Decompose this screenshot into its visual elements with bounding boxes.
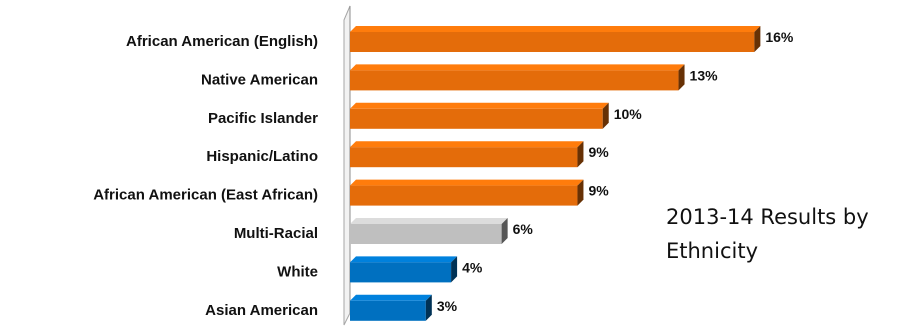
bar-top-face xyxy=(350,64,685,71)
bars-layer xyxy=(350,26,761,321)
category-label: Hispanic/Latino xyxy=(206,148,318,165)
value-label: 4% xyxy=(462,259,483,275)
bar-end-face xyxy=(577,141,584,168)
category-label: Native American xyxy=(201,71,318,88)
value-label: 6% xyxy=(513,221,534,237)
bar xyxy=(350,64,685,91)
value-label: 3% xyxy=(437,298,458,314)
category-label: Multi-Racial xyxy=(234,225,318,242)
bar-end-face xyxy=(451,256,458,283)
bar-front-face xyxy=(350,32,755,52)
bar-end-face xyxy=(425,294,432,321)
bar-front-face xyxy=(350,108,603,129)
labels-layer: African American (English) 16% Native Amer… xyxy=(93,29,794,319)
category-label: Asian American xyxy=(205,302,318,319)
value-label: 9% xyxy=(588,183,609,199)
bar-front-face xyxy=(350,262,452,283)
bar-top-face xyxy=(350,26,761,32)
value-label: 9% xyxy=(588,144,609,160)
bar-front-face xyxy=(350,185,578,206)
bar xyxy=(350,256,458,283)
bar xyxy=(350,102,609,129)
axis-layer xyxy=(343,5,351,326)
bar xyxy=(350,218,508,244)
bar xyxy=(350,294,432,321)
bar-front-face xyxy=(350,300,426,321)
axis-wall xyxy=(343,5,351,326)
bar-end-face xyxy=(754,26,761,52)
bar-end-face xyxy=(602,102,609,129)
chart-title: 2013-14 Results by Ethnicity xyxy=(666,200,896,268)
value-label: 10% xyxy=(614,106,643,122)
bar-top-face xyxy=(350,294,432,301)
chart-title-line-1: 2013-14 Results by xyxy=(666,205,869,229)
bar-end-face xyxy=(501,218,508,244)
category-label: Pacific Islander xyxy=(208,110,318,127)
bar xyxy=(350,179,584,206)
bar xyxy=(350,26,761,52)
category-label: White xyxy=(277,263,318,280)
bar-front-face xyxy=(350,147,578,168)
bar-end-face xyxy=(577,179,584,206)
bar xyxy=(350,141,584,168)
bar-top-face xyxy=(350,179,584,186)
bar-front-face xyxy=(350,224,502,244)
chart-title-line-2: Ethnicity xyxy=(666,239,758,263)
category-label: African American (English) xyxy=(126,33,318,50)
category-label: African American (East African) xyxy=(93,187,318,204)
value-label: 13% xyxy=(690,67,719,83)
value-label: 16% xyxy=(765,29,794,45)
bar-top-face xyxy=(350,218,508,224)
bar-end-face xyxy=(678,64,685,91)
bar-front-face xyxy=(350,70,679,91)
bar-top-face xyxy=(350,141,584,148)
bar-top-face xyxy=(350,102,609,109)
bar-top-face xyxy=(350,256,458,263)
